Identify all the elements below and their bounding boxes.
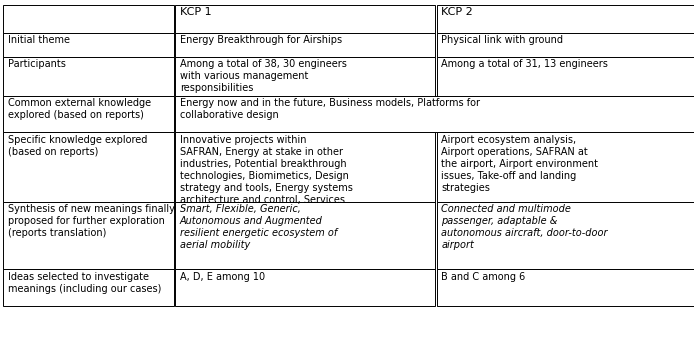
Bar xyxy=(175,57,435,96)
Text: Initial theme: Initial theme xyxy=(8,35,70,45)
Text: Ideas selected to investigate
meanings (including our cases): Ideas selected to investigate meanings (… xyxy=(8,272,162,294)
Bar xyxy=(437,5,694,33)
Bar xyxy=(3,5,174,33)
Bar xyxy=(175,33,435,57)
Text: Energy Breakthrough for Airships: Energy Breakthrough for Airships xyxy=(180,35,342,45)
Bar xyxy=(3,57,174,96)
Bar xyxy=(175,5,435,33)
Bar xyxy=(437,33,694,57)
Text: Participants: Participants xyxy=(8,59,66,70)
Text: Common external knowledge
explored (based on reports): Common external knowledge explored (base… xyxy=(8,98,151,120)
Text: Specific knowledge explored
(based on reports): Specific knowledge explored (based on re… xyxy=(8,135,148,157)
Bar xyxy=(437,202,694,269)
Bar xyxy=(437,57,694,96)
Text: KCP 2: KCP 2 xyxy=(441,7,473,18)
Text: Connected and multimode
passenger, adaptable &
autonomous aircraft, door-to-door: Connected and multimode passenger, adapt… xyxy=(441,204,608,250)
Text: Smart, Flexible, Generic,
Autonomous and Augmented
resilient energetic ecosystem: Smart, Flexible, Generic, Autonomous and… xyxy=(180,204,337,250)
Bar xyxy=(175,202,435,269)
Bar xyxy=(3,96,174,132)
Bar xyxy=(175,96,694,132)
Text: Innovative projects within
SAFRAN, Energy at stake in other
industries, Potentia: Innovative projects within SAFRAN, Energ… xyxy=(180,135,353,205)
Text: B and C among 6: B and C among 6 xyxy=(441,272,525,282)
Text: KCP 1: KCP 1 xyxy=(180,7,212,18)
Bar xyxy=(3,132,174,202)
Text: Energy now and in the future, Business models, Platforms for
collaborative desig: Energy now and in the future, Business m… xyxy=(180,98,480,120)
Text: Synthesis of new meanings finally
proposed for further exploration
(reports tran: Synthesis of new meanings finally propos… xyxy=(8,204,175,238)
Bar xyxy=(3,269,174,306)
Text: Among a total of 31, 13 engineers: Among a total of 31, 13 engineers xyxy=(441,59,608,70)
Text: A, D, E among 10: A, D, E among 10 xyxy=(180,272,265,282)
Text: Airport ecosystem analysis,
Airport operations, SAFRAN at
the airport, Airport e: Airport ecosystem analysis, Airport oper… xyxy=(441,135,598,193)
Bar xyxy=(3,33,174,57)
Bar xyxy=(437,269,694,306)
Bar xyxy=(175,132,435,202)
Bar xyxy=(437,132,694,202)
Bar xyxy=(175,269,435,306)
Text: Among a total of 38, 30 engineers
with various management
responsibilities: Among a total of 38, 30 engineers with v… xyxy=(180,59,346,94)
Bar xyxy=(3,202,174,269)
Text: Physical link with ground: Physical link with ground xyxy=(441,35,564,45)
